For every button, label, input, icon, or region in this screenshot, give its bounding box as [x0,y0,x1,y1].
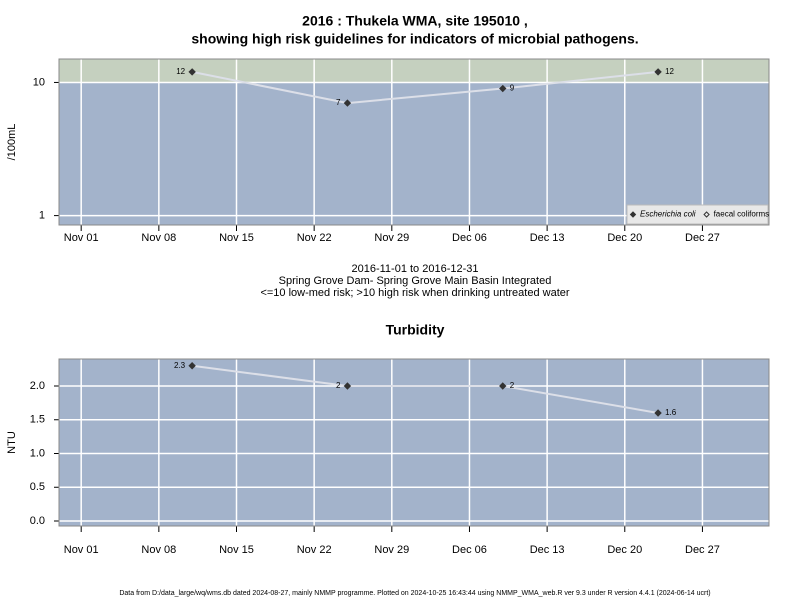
x-tick-label: Nov 08 [141,232,176,244]
data-point [654,68,662,76]
x-tick-label: Nov 22 [297,544,332,556]
x-tick-label: Dec 27 [685,232,720,244]
data-point [343,99,352,107]
x-tick-label: Nov 15 [219,544,254,556]
data-label: 2.3 [174,361,186,370]
legend-label: Escherichia coli [640,210,696,219]
y-tick-label: 1.0 [30,447,45,459]
x-tick-label: Dec 27 [685,544,720,556]
legend-marker [629,211,637,218]
chart-title: showing high risk guidelines for indicat… [191,31,638,47]
plot-background [59,59,769,225]
x-tick-label: Dec 06 [452,544,487,556]
y-axis-label: NTU [6,431,18,454]
subtitle: <=10 low-med risk; >10 high risk when dr… [260,287,569,299]
legend-marker [703,211,710,218]
plot-frame [58,358,770,527]
x-tick-label: Nov 01 [64,544,99,556]
data-label: 7 [336,98,341,107]
data-label: 12 [176,67,185,76]
data-point [499,84,507,93]
x-tick-label: Dec 06 [452,232,487,244]
y-tick-label: 0.0 [30,515,45,527]
data-label: 9 [510,84,515,93]
plot-background [59,359,769,526]
x-tick-label: Nov 01 [64,232,99,244]
legend-box [626,204,769,225]
y-tick-label: 0.5 [30,481,45,493]
chart-title: 2016 : Thukela WMA, site 195010 , [302,13,528,29]
data-point [654,409,662,417]
legend-label: faecal coliforms [714,210,770,219]
x-tick-label: Dec 20 [607,544,642,556]
data-point [188,362,196,370]
x-tick-label: Dec 13 [530,232,565,244]
series-line [191,364,659,414]
data-label: 1.6 [665,408,677,417]
y-tick-label: 10 [33,76,45,88]
x-tick-label: Nov 29 [374,232,409,244]
subtitle: 2016-11-01 to 2016-12-31 [351,263,478,275]
x-tick-label: Nov 22 [297,232,332,244]
x-tick-label: Dec 20 [607,232,642,244]
x-tick-label: Nov 08 [141,544,176,556]
series-line [191,70,659,105]
subtitle: Spring Grove Dam- Spring Grove Main Basi… [279,275,552,287]
high-risk-band [59,59,769,83]
data-label: 2 [510,381,515,390]
y-tick-label: 1 [39,210,45,222]
x-tick-label: Nov 29 [374,544,409,556]
footer: Data from D:/data_large/wq/wms.db dated … [119,590,710,597]
data-label: 2 [336,381,341,390]
x-tick-label: Dec 13 [530,544,565,556]
y-tick-label: 1.5 [30,414,45,426]
data-label: 12 [665,67,674,76]
y-tick-label: 2.0 [30,380,45,392]
plot-frame [58,58,770,226]
x-tick-label: Nov 15 [219,232,254,244]
data-point [499,382,507,390]
data-point [343,382,352,390]
data-point [188,68,196,76]
chart-title: Turbidity [386,322,445,338]
y-axis-label: /100mL [6,124,18,161]
